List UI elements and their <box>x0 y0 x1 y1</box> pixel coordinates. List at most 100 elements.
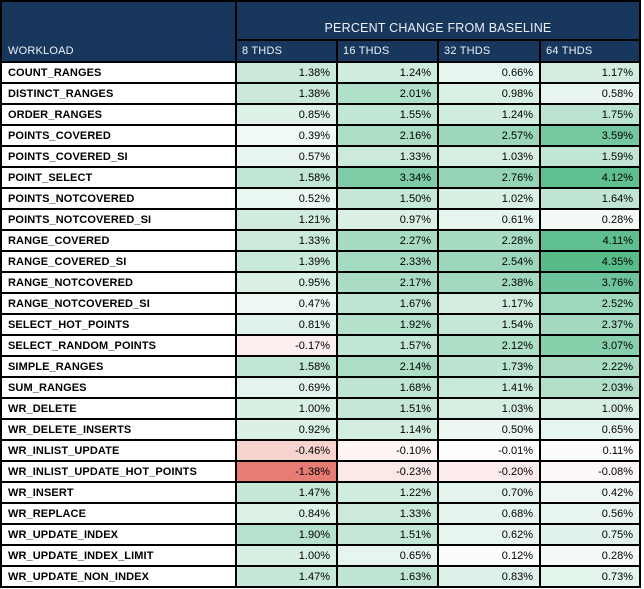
workload-cell: SUM_RANGES <box>2 378 235 397</box>
value-cell: 1.00% <box>237 399 336 418</box>
value-cell: 1.24% <box>439 105 539 124</box>
value-cell: 1.67% <box>338 294 437 313</box>
value-cell: 2.37% <box>541 315 639 334</box>
workload-cell: POINT_SELECT <box>2 168 235 187</box>
value-cell: 1.68% <box>338 378 437 397</box>
value-cell: 1.75% <box>541 105 639 124</box>
value-cell: 1.03% <box>439 399 539 418</box>
value-cell: 4.12% <box>541 168 639 187</box>
workload-cell: COUNT_RANGES <box>2 63 235 82</box>
value-cell: 1.63% <box>338 567 437 586</box>
value-cell: 3.59% <box>541 126 639 145</box>
workload-cell: POINTS_NOTCOVERED_SI <box>2 210 235 229</box>
value-cell: 1.33% <box>338 147 437 166</box>
workload-cell: WR_INLIST_UPDATE_HOT_POINTS <box>2 462 235 481</box>
value-cell: 2.54% <box>439 252 539 271</box>
value-cell: 3.07% <box>541 336 639 355</box>
value-cell: 2.17% <box>338 273 437 292</box>
value-cell: 1.22% <box>338 483 437 502</box>
value-cell: 1.17% <box>439 294 539 313</box>
workload-cell: POINTS_COVERED_SI <box>2 147 235 166</box>
value-cell: 1.38% <box>237 84 336 103</box>
value-cell: 4.35% <box>541 252 639 271</box>
value-cell: 0.52% <box>237 189 336 208</box>
workload-cell: ORDER_RANGES <box>2 105 235 124</box>
value-cell: 0.84% <box>237 504 336 523</box>
value-cell: 0.65% <box>338 546 437 565</box>
value-cell: 2.57% <box>439 126 539 145</box>
value-cell: 1.58% <box>237 168 336 187</box>
value-cell: 1.00% <box>237 546 336 565</box>
workload-cell: WR_REPLACE <box>2 504 235 523</box>
value-cell: 2.52% <box>541 294 639 313</box>
workload-cell: SIMPLE_RANGES <box>2 357 235 376</box>
value-cell: 0.73% <box>541 567 639 586</box>
value-cell: 1.54% <box>439 315 539 334</box>
workload-cell: RANGE_COVERED <box>2 231 235 250</box>
table-title: PERCENT CHANGE FROM BASELINE <box>237 2 639 39</box>
value-cell: 0.97% <box>338 210 437 229</box>
value-cell: 1.51% <box>338 399 437 418</box>
workload-cell: SELECT_RANDOM_POINTS <box>2 336 235 355</box>
value-cell: 3.76% <box>541 273 639 292</box>
value-cell: 0.56% <box>541 504 639 523</box>
value-cell: 0.12% <box>439 546 539 565</box>
value-cell: 0.69% <box>237 378 336 397</box>
workload-cell: WR_DELETE <box>2 399 235 418</box>
value-cell: 1.59% <box>541 147 639 166</box>
workload-cell: POINTS_NOTCOVERED <box>2 189 235 208</box>
value-cell: 1.38% <box>237 63 336 82</box>
value-cell: -1.38% <box>237 462 336 481</box>
value-cell: 0.83% <box>439 567 539 586</box>
value-cell: -0.46% <box>237 441 336 460</box>
value-cell: 2.28% <box>439 231 539 250</box>
value-cell: 2.33% <box>338 252 437 271</box>
value-cell: 2.01% <box>338 84 437 103</box>
value-cell: 2.38% <box>439 273 539 292</box>
workload-cell: POINTS_COVERED <box>2 126 235 145</box>
value-cell: 3.34% <box>338 168 437 187</box>
value-cell: -0.17% <box>237 336 336 355</box>
value-cell: 0.85% <box>237 105 336 124</box>
value-cell: -0.01% <box>439 441 539 460</box>
value-cell: -0.23% <box>338 462 437 481</box>
value-cell: 0.95% <box>237 273 336 292</box>
value-cell: 0.58% <box>541 84 639 103</box>
value-cell: 2.22% <box>541 357 639 376</box>
workload-cell: WR_UPDATE_INDEX_LIMIT <box>2 546 235 565</box>
value-cell: 2.03% <box>541 378 639 397</box>
value-cell: 1.41% <box>439 378 539 397</box>
value-cell: 2.12% <box>439 336 539 355</box>
value-cell: 1.02% <box>439 189 539 208</box>
value-cell: -0.20% <box>439 462 539 481</box>
workload-cell: RANGE_NOTCOVERED <box>2 273 235 292</box>
value-cell: 1.58% <box>237 357 336 376</box>
value-cell: 1.57% <box>338 336 437 355</box>
workload-cell: RANGE_NOTCOVERED_SI <box>2 294 235 313</box>
workload-cell: WR_DELETE_INSERTS <box>2 420 235 439</box>
value-cell: 1.47% <box>237 483 336 502</box>
value-cell: 0.68% <box>439 504 539 523</box>
value-cell: 1.33% <box>338 504 437 523</box>
value-cell: 1.00% <box>541 399 639 418</box>
workload-cell: WR_UPDATE_NON_INDEX <box>2 567 235 586</box>
value-cell: 0.61% <box>439 210 539 229</box>
value-cell: 2.27% <box>338 231 437 250</box>
value-cell: 0.92% <box>237 420 336 439</box>
value-cell: 4.11% <box>541 231 639 250</box>
value-cell: 0.28% <box>541 210 639 229</box>
value-cell: 1.21% <box>237 210 336 229</box>
workload-cell: WR_INSERT <box>2 483 235 502</box>
workload-cell: SELECT_HOT_POINTS <box>2 315 235 334</box>
value-cell: 1.17% <box>541 63 639 82</box>
value-cell: 1.03% <box>439 147 539 166</box>
value-cell: 0.28% <box>541 546 639 565</box>
value-cell: 2.76% <box>439 168 539 187</box>
value-cell: 1.47% <box>237 567 336 586</box>
value-cell: -0.08% <box>541 462 639 481</box>
value-cell: 1.33% <box>237 231 336 250</box>
value-cell: 1.39% <box>237 252 336 271</box>
workload-column-header: WORKLOAD <box>2 2 235 61</box>
col-header-64thds: 64 THDS <box>541 41 639 61</box>
